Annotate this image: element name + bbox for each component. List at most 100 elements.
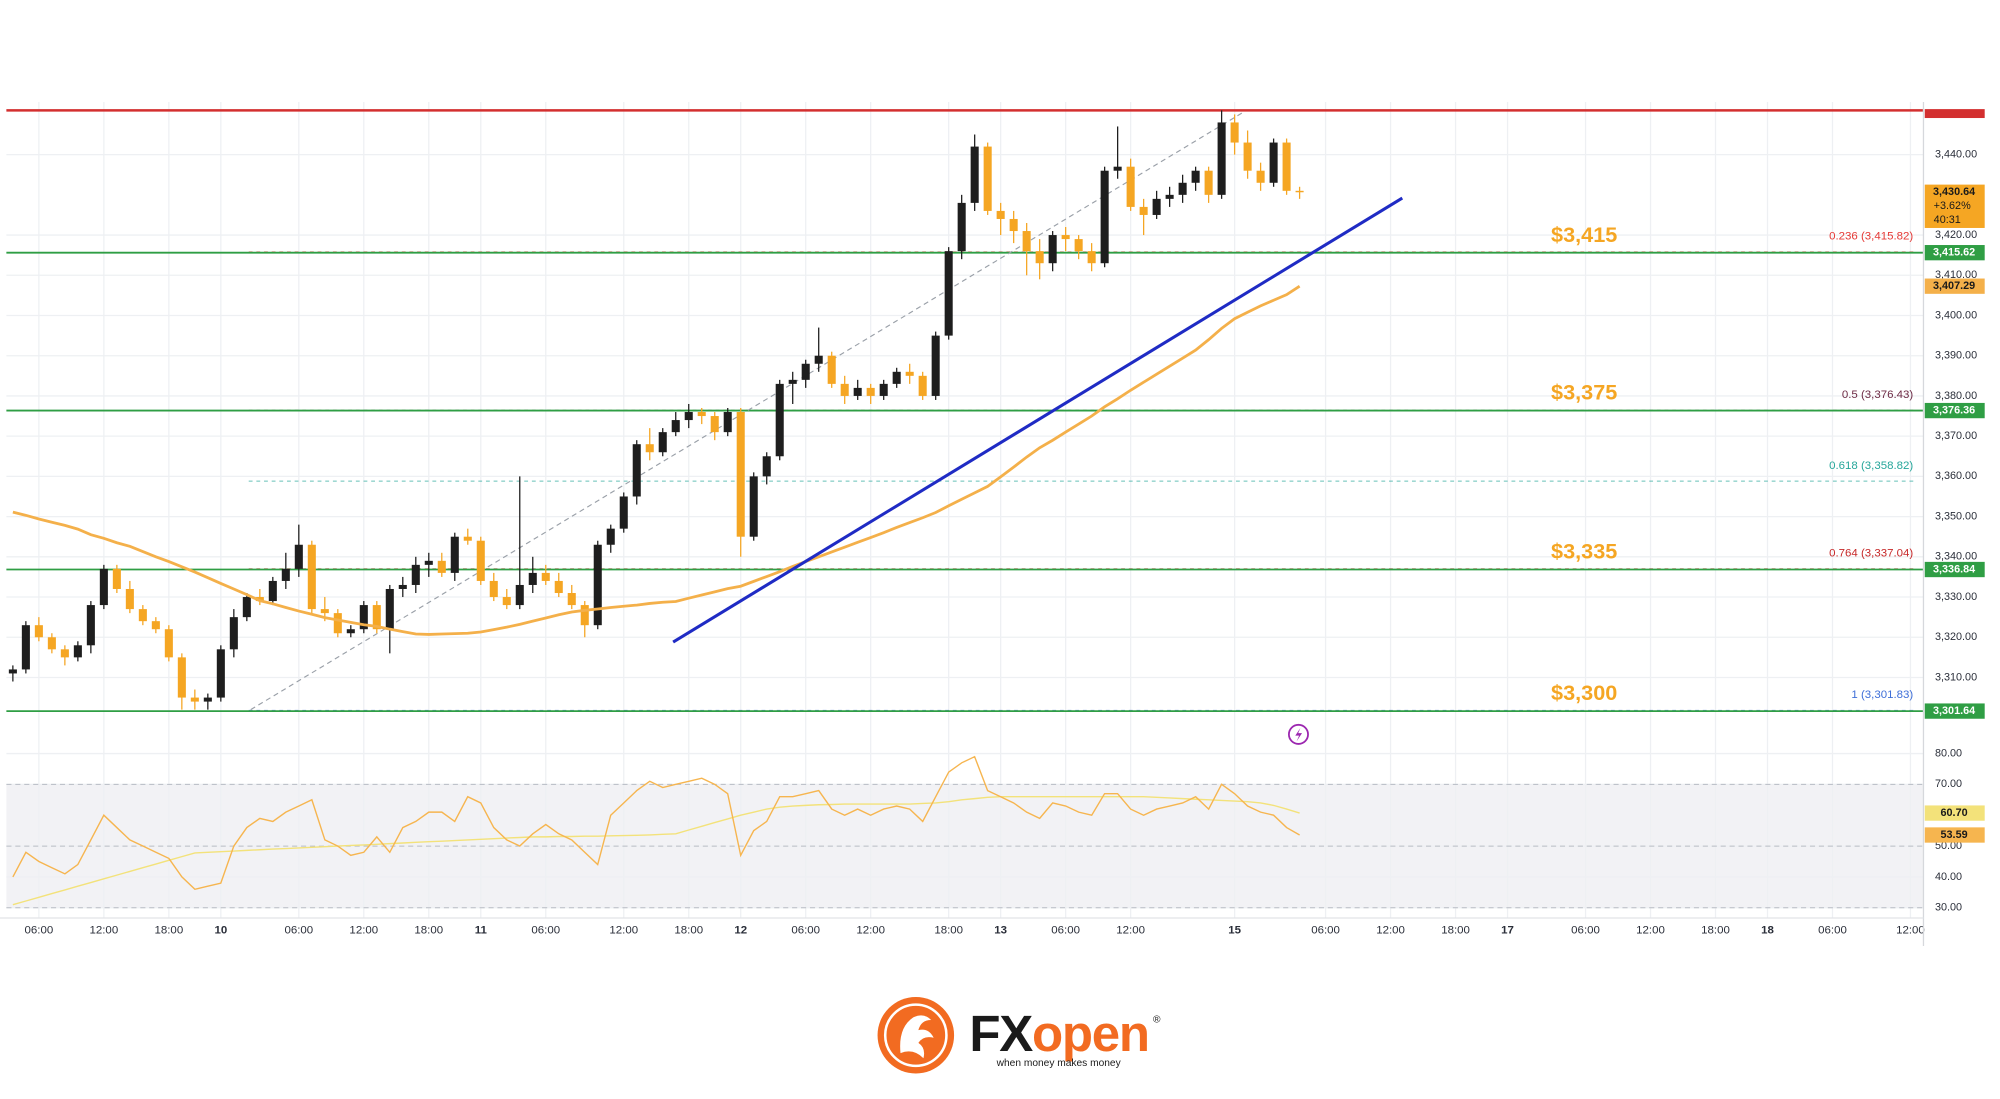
candle-body	[1035, 251, 1044, 264]
level-tag	[1924, 402, 1985, 419]
y-tick-label: 3,350.00	[1935, 510, 1977, 522]
candle-body	[190, 697, 199, 702]
candle-body	[515, 584, 524, 606]
level-tag-label: 3,376.36	[1933, 404, 1975, 416]
x-tick-label: 12:00	[349, 925, 378, 937]
level-name: $3,300	[1551, 680, 1617, 705]
last-price-countdown: 40:31	[1934, 214, 1961, 226]
alert-bolt	[1295, 727, 1303, 742]
x-tick-label: 13	[994, 925, 1007, 937]
rsi-tag-label: 60.70	[1941, 807, 1968, 819]
candle-body	[1269, 142, 1278, 183]
level-name: $3,375	[1551, 380, 1617, 405]
candle-body	[307, 544, 316, 610]
x-tick-label: 12:00	[90, 925, 119, 937]
candle-body	[619, 496, 628, 529]
candle-body	[697, 412, 706, 417]
x-tick-label: 15	[1228, 925, 1241, 937]
candle-body	[463, 536, 472, 541]
candle-body	[281, 568, 290, 581]
ma-tag-label: 3,407.29	[1933, 280, 1975, 292]
x-tick-label: 18	[1761, 925, 1774, 937]
fib-label: 1 (3,301.83)	[1851, 689, 1913, 701]
candle-body	[1282, 142, 1291, 191]
front-layer: 06:00 12:00 18:00 10 06:00 12:00 18:00 11 06:00 1…	[25, 109, 1985, 937]
x-tick-label: 17	[1501, 925, 1514, 937]
rsi-tick-label: 70.00	[1935, 778, 1962, 790]
candle-body	[879, 383, 888, 396]
candle-body	[47, 637, 56, 650]
logo-fx: FX	[969, 1005, 1033, 1062]
level-tag	[1924, 245, 1985, 261]
candle-body	[1204, 170, 1213, 195]
candle-body	[658, 432, 667, 453]
last-price-label: 3,430.64	[1933, 186, 1975, 198]
y-tick-label: 3,410.00	[1935, 269, 1977, 281]
candle-body	[177, 657, 186, 698]
level-tag	[1924, 703, 1985, 719]
level-name: $3,415	[1551, 222, 1617, 247]
channel-line	[250, 110, 1246, 711]
candle-body	[1217, 122, 1226, 195]
candle-body	[1295, 190, 1304, 193]
x-tick-label: 12:00	[1376, 925, 1405, 937]
candle-body	[853, 387, 862, 396]
y-tick-label: 3,330.00	[1935, 591, 1977, 603]
candle-body	[1009, 218, 1018, 232]
rsi-tick-label: 50.00	[1935, 840, 1962, 852]
y-tick-label: 3,440.00	[1935, 148, 1977, 160]
candle-body	[788, 379, 797, 384]
candle-body	[411, 564, 420, 585]
logo-lion	[900, 1015, 934, 1059]
x-tick-label: 18:00	[1701, 925, 1730, 937]
candle-body	[1087, 251, 1096, 264]
candle-body	[762, 456, 771, 477]
candle-body	[723, 412, 732, 433]
candle-body	[1178, 182, 1187, 195]
candle-body	[1061, 235, 1070, 240]
candle-body	[892, 371, 901, 384]
rsi-tick-label: 80.00	[1935, 747, 1962, 759]
y-tick-label: 3,390.00	[1935, 350, 1977, 362]
candle-body	[60, 649, 69, 658]
rsi-tick-label: 30.00	[1935, 902, 1962, 914]
candle-body	[385, 588, 394, 630]
candle-body	[775, 383, 784, 457]
alert-circle	[1288, 723, 1309, 745]
candle-body	[1256, 170, 1265, 183]
candle-body	[8, 669, 17, 674]
candle-body	[86, 605, 95, 646]
candle-body	[372, 605, 381, 630]
y-tick-label: 3,310.00	[1935, 671, 1977, 683]
candle-body	[359, 605, 368, 630]
x-tick-label: 06:00	[1051, 925, 1080, 937]
candle-body	[151, 621, 160, 630]
candle-body	[1165, 194, 1174, 199]
x-tick-label: 06:00	[284, 925, 313, 937]
candle-body	[255, 597, 264, 602]
candle-body	[645, 444, 654, 453]
candle-body	[593, 544, 602, 626]
candle-body	[1074, 239, 1083, 252]
candle-body	[450, 536, 459, 573]
candle-body	[437, 560, 446, 573]
candle-body	[567, 593, 576, 606]
x-tick-label: 12	[734, 925, 747, 937]
candle-body	[502, 597, 511, 606]
candle-body	[1113, 166, 1122, 171]
candle-body	[606, 528, 615, 545]
x-tick-label: 11	[475, 925, 488, 937]
alert-icon	[1288, 723, 1309, 745]
candle-body	[229, 617, 238, 650]
candle-body	[814, 355, 823, 364]
level-tag-label: 3,415.62	[1933, 247, 1975, 259]
x-tick-label: 06:00	[1818, 925, 1847, 937]
candle-body	[749, 476, 758, 537]
fib-label: 0.236 (3,415.82)	[1829, 231, 1913, 243]
candle-body	[99, 568, 108, 606]
candle-body	[827, 355, 836, 384]
fib-label: 0.618 (3,358.82)	[1829, 460, 1913, 472]
candle-body	[346, 629, 355, 634]
